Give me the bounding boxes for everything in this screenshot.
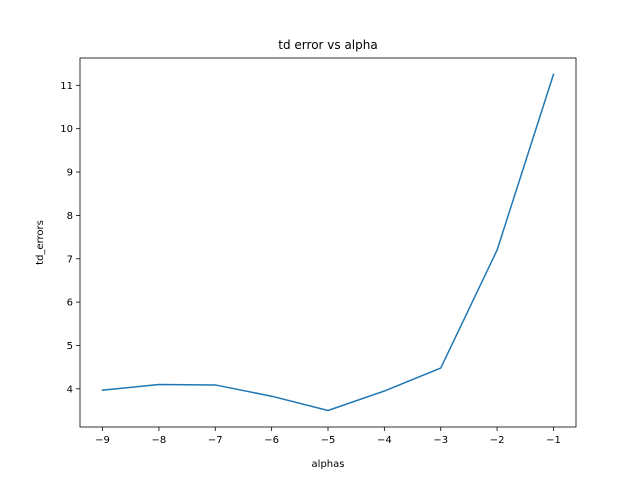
y-tick-label: 8 <box>67 211 73 222</box>
x-tick-label: −1 <box>546 435 561 446</box>
y-tick-label: 10 <box>60 124 73 135</box>
y-tick-label: 9 <box>67 168 73 179</box>
y-tick-label: 6 <box>67 298 73 309</box>
x-tick-label: −4 <box>377 435 392 446</box>
y-axis-ticks: 4 5 6 7 8 9 10 11 <box>60 81 80 395</box>
y-tick-label: 11 <box>60 81 73 92</box>
series-lines <box>101 73 555 412</box>
y-tick-label: 5 <box>67 341 73 352</box>
x-tick-label: −6 <box>264 435 279 446</box>
y-tick-label: 7 <box>67 254 73 265</box>
x-tick-label: −9 <box>95 435 110 446</box>
y-axis-label: td_errors <box>35 220 46 265</box>
series-line-0 <box>101 73 555 412</box>
plot-frame <box>79 57 577 428</box>
x-tick-label: −5 <box>321 435 336 446</box>
x-tick-label: −8 <box>152 435 167 446</box>
x-tick-label: −7 <box>208 435 223 446</box>
x-axis-label: alphas <box>312 459 345 470</box>
y-tick-label: 4 <box>67 384 73 395</box>
x-tick-label: −3 <box>433 435 448 446</box>
x-tick-label: −2 <box>490 435 505 446</box>
chart-title: td error vs alpha <box>278 38 377 52</box>
x-axis-ticks: −9 −8 −7 −6 −5 −4 −3 −2 −1 <box>95 427 561 446</box>
